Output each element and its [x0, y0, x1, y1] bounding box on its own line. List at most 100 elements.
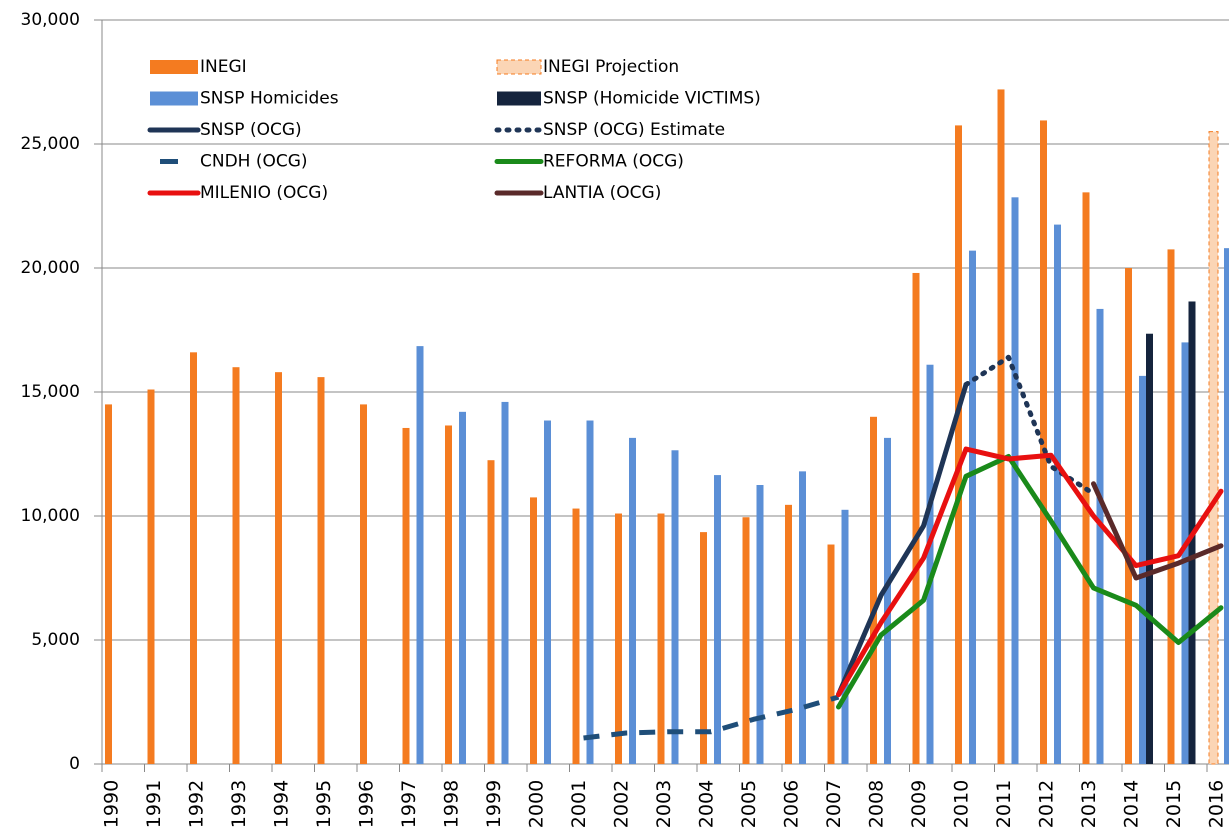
- bar: [700, 532, 707, 764]
- bar: [360, 404, 367, 764]
- bar: [926, 364, 934, 764]
- bar: [1011, 197, 1019, 764]
- line: [836, 446, 1224, 698]
- line: [1091, 481, 1224, 581]
- line: [836, 453, 1224, 710]
- bar: [402, 427, 410, 764]
- legend-label: SNSP (OCG): [200, 120, 302, 140]
- legend-swatch: [150, 60, 198, 74]
- bar: [714, 475, 721, 764]
- bar: [544, 420, 551, 764]
- legend-label: MILENIO (OCG): [200, 183, 328, 203]
- bar: [1054, 224, 1061, 765]
- bar: [275, 372, 282, 764]
- bar: [1125, 268, 1132, 764]
- bar: [487, 460, 495, 764]
- y-tick-label: 15,000: [21, 382, 80, 402]
- legend-label: SNSP Homicides: [200, 89, 339, 109]
- bar: [1139, 375, 1146, 764]
- x-tick-label: 2014: [1121, 780, 1143, 828]
- line: [963, 354, 1096, 497]
- bar: [459, 411, 466, 764]
- bar: [870, 416, 877, 764]
- x-tick-label: 1993: [228, 780, 250, 828]
- y-tick-label: 20,000: [21, 258, 80, 278]
- x-tick-label: 2003: [653, 780, 675, 828]
- x-tick-label: 1999: [483, 780, 505, 828]
- bar: [997, 89, 1005, 764]
- bar: [1208, 131, 1219, 765]
- legend-swatch: [497, 91, 541, 106]
- x-tick-label: 1995: [313, 780, 335, 828]
- bar: [147, 389, 155, 764]
- x-tick-label: 1991: [143, 780, 165, 828]
- bar: [105, 404, 112, 764]
- bar: [827, 544, 835, 764]
- bar: [1082, 192, 1090, 765]
- x-tick-label: 1996: [356, 780, 378, 828]
- bar: [586, 420, 594, 764]
- x-tick-label: 2016: [1206, 780, 1228, 828]
- x-tick-label: 2013: [1078, 780, 1100, 828]
- bar: [1146, 333, 1153, 764]
- bar: [657, 513, 665, 764]
- bar: [530, 497, 537, 764]
- legend-label: SNSP (OCG) Estimate: [543, 120, 725, 140]
- legend-entry: LANTIA (OCG): [494, 183, 661, 203]
- x-tick-label: 1990: [101, 780, 123, 828]
- legend-entry: SNSP Homicides: [150, 89, 339, 109]
- legend-entry: INEGI: [150, 57, 247, 77]
- line: [583, 694, 840, 741]
- legend-label: INEGI Projection: [543, 57, 679, 77]
- y-tick-label: 25,000: [21, 134, 80, 154]
- x-tick-label: 2007: [823, 780, 845, 828]
- y-tick-label: 30,000: [21, 10, 80, 30]
- legend-label: SNSP (Homicide VICTIMS): [543, 89, 761, 109]
- bar: [629, 437, 636, 764]
- legend-entry: INEGI Projection: [496, 57, 679, 77]
- y-tick-label: 0: [69, 754, 80, 774]
- legend-entry: SNSP (Homicide VICTIMS): [497, 89, 761, 109]
- bar: [232, 367, 240, 764]
- bar: [756, 485, 764, 764]
- bar: [1224, 248, 1229, 764]
- legend-label: CNDH (OCG): [200, 152, 308, 172]
- x-tick-label: 2004: [696, 780, 718, 828]
- x-tick-label: 2008: [866, 780, 888, 828]
- bar: [445, 425, 452, 764]
- legend-swatch: [150, 91, 198, 106]
- x-tick-label: 2010: [951, 780, 973, 828]
- bar: [841, 509, 849, 764]
- legend-label: LANTIA (OCG): [543, 183, 661, 203]
- bar: [615, 513, 622, 764]
- legend-entry: REFORMA (OCG): [494, 152, 684, 172]
- bar: [1096, 308, 1104, 764]
- x-tick-label: 2011: [993, 780, 1015, 828]
- legend-entry: CNDH (OCG): [160, 152, 308, 172]
- bar: [799, 471, 806, 764]
- x-tick-label: 2001: [568, 780, 590, 828]
- bar: [572, 508, 580, 764]
- x-tick-label: 2006: [781, 780, 803, 828]
- bar: [190, 352, 197, 764]
- bar: [317, 377, 325, 764]
- bar: [955, 125, 962, 764]
- y-tick-label: 5,000: [31, 630, 80, 650]
- legend-label: INEGI: [200, 57, 247, 77]
- x-tick-label: 1994: [271, 780, 293, 828]
- bar: [912, 272, 920, 764]
- x-tick-label: 2000: [526, 780, 548, 828]
- legend-entry: MILENIO (OCG): [147, 183, 328, 203]
- bar: [1181, 342, 1189, 764]
- bar: [501, 401, 509, 764]
- x-tick-label: 2012: [1036, 780, 1058, 828]
- legend-entry: SNSP (OCG): [147, 120, 302, 140]
- bar: [742, 517, 750, 764]
- x-tick-label: 1998: [441, 780, 463, 828]
- bar: [671, 450, 679, 764]
- bar: [785, 504, 792, 764]
- bar: [969, 250, 976, 764]
- x-tick-label: 2002: [611, 780, 633, 828]
- x-tick-label: 1992: [186, 780, 208, 828]
